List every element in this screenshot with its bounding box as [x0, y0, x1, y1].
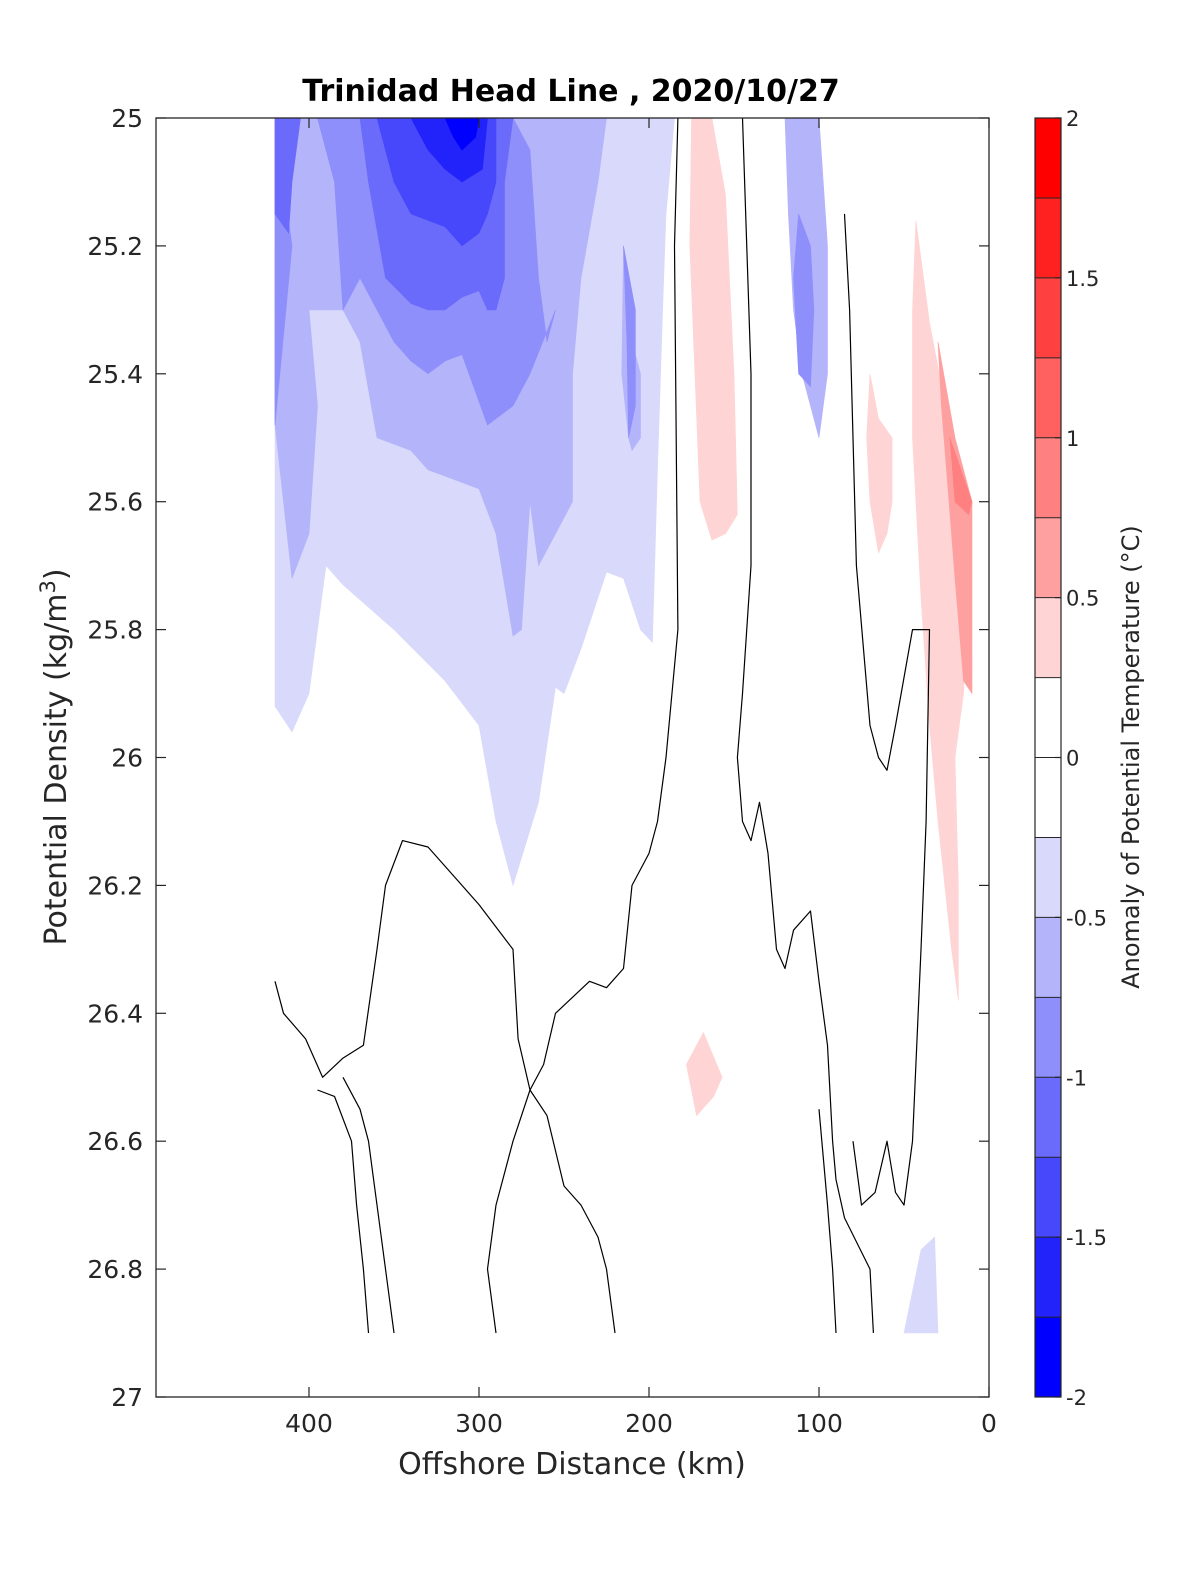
y-tick-label: 26.2	[87, 871, 143, 900]
colorbar-tick-label: 2	[1066, 107, 1079, 131]
x-tick-label: 0	[981, 1409, 997, 1438]
x-tick-label: 400	[285, 1409, 333, 1438]
zero-contour-line-7	[818, 1109, 837, 1334]
filled-region-19	[686, 1031, 723, 1117]
x-tick-label: 200	[625, 1409, 673, 1438]
colorbar-tick-label: 0	[1066, 747, 1079, 771]
zero-contour-line-6	[486, 1089, 531, 1334]
colorbar-tick-label: -1.5	[1066, 1226, 1107, 1250]
colorbar-tick-label: 1	[1066, 427, 1079, 451]
x-tick-labels: 400 300 200 100 0	[285, 1409, 997, 1438]
y-tick-label: 25	[111, 104, 143, 133]
zero-contour-line-2	[843, 213, 931, 1206]
colorbar-band	[1035, 1237, 1061, 1318]
colorbar-band	[1035, 837, 1061, 918]
y-tick-label: 25.4	[87, 360, 143, 389]
colorbar: 2 1.5 1 0.5 0 -0.5 -1 -1.5 -2 Anomaly of Potenti…	[1034, 107, 1145, 1410]
y-tick-label: 26.8	[87, 1255, 143, 1284]
y-axis-label-main: Potential Density (kg/m	[39, 594, 74, 946]
y-tick-marks	[156, 117, 989, 1398]
colorbar-band	[1035, 677, 1061, 758]
colorbar-tick-label: -0.5	[1066, 906, 1107, 930]
filled-region-10	[274, 118, 301, 234]
y-tick-label: 25.8	[87, 616, 143, 645]
x-tick-label: 300	[455, 1409, 503, 1438]
colorbar-tick-label: 0.5	[1066, 587, 1099, 611]
zero-contour-line-1	[736, 118, 874, 1334]
colorbar-band	[1035, 197, 1061, 279]
y-tick-label: 26	[111, 744, 143, 773]
colorbar-band	[1035, 997, 1061, 1078]
colorbar-band	[1035, 118, 1061, 199]
y-tick-label: 25.6	[87, 488, 143, 517]
colorbar-band	[1035, 517, 1061, 599]
x-tick-marks	[308, 118, 990, 1397]
colorbar-band	[1035, 1317, 1061, 1398]
colorbar-band	[1035, 757, 1061, 838]
chart-title: Trinidad Head Line , 2020/10/27	[302, 74, 839, 109]
filled-region-13	[444, 118, 480, 151]
colorbar-band	[1035, 917, 1061, 998]
colorbar-tick-label: -2	[1066, 1386, 1087, 1410]
filled-contour-layer	[274, 118, 973, 1334]
y-tick-labels: 25 25.2 25.4 25.6 25.8 26 26.2 26.4 26.6 26.8 27	[87, 104, 143, 1412]
y-axis-label: Potential Density (kg/m3)	[36, 568, 74, 945]
colorbar-label: Anomaly of Potential Temperature (°C)	[1117, 525, 1145, 989]
filled-region-20	[903, 1236, 939, 1334]
y-tick-label: 26.6	[87, 1127, 143, 1156]
colorbar-tick-label: 1.5	[1066, 267, 1099, 291]
colorbar-band	[1035, 437, 1061, 519]
filled-region-14	[689, 118, 738, 541]
colorbar-band	[1035, 1157, 1061, 1238]
zero-contour-line-5	[529, 1089, 616, 1334]
colorbar-band	[1035, 277, 1061, 359]
filled-region-17	[937, 341, 973, 695]
y-tick-label: 26.4	[87, 999, 143, 1028]
filled-region-8	[793, 213, 815, 388]
zero-contour-line-4	[317, 1089, 370, 1334]
filled-region-15	[866, 373, 893, 554]
y-tick-label: 25.2	[87, 232, 143, 261]
colorbar-ticks: 2 1.5 1 0.5 0 -0.5 -1 -1.5 -2	[1055, 107, 1107, 1410]
x-axis-label: Offshore Distance (km)	[398, 1447, 746, 1482]
y-axis-label-superscript: 3	[36, 580, 60, 593]
y-tick-label: 27	[111, 1383, 143, 1412]
zero-contour-line-3	[342, 1077, 395, 1334]
colorbar-tick-label: -1	[1066, 1066, 1087, 1090]
filled-region-7	[623, 245, 636, 438]
plot-area	[155, 117, 990, 1398]
zero-contour-line-0	[274, 118, 679, 1091]
colorbar-band	[1035, 597, 1061, 678]
colorbar-band	[1035, 357, 1061, 439]
colorbar-band	[1035, 1077, 1061, 1158]
x-tick-label: 100	[795, 1409, 843, 1438]
y-axis-label-close: )	[39, 568, 74, 580]
filled-region-18	[949, 437, 973, 516]
zero-contour-layer	[274, 118, 931, 1334]
colorbar-bands	[1035, 118, 1061, 1398]
